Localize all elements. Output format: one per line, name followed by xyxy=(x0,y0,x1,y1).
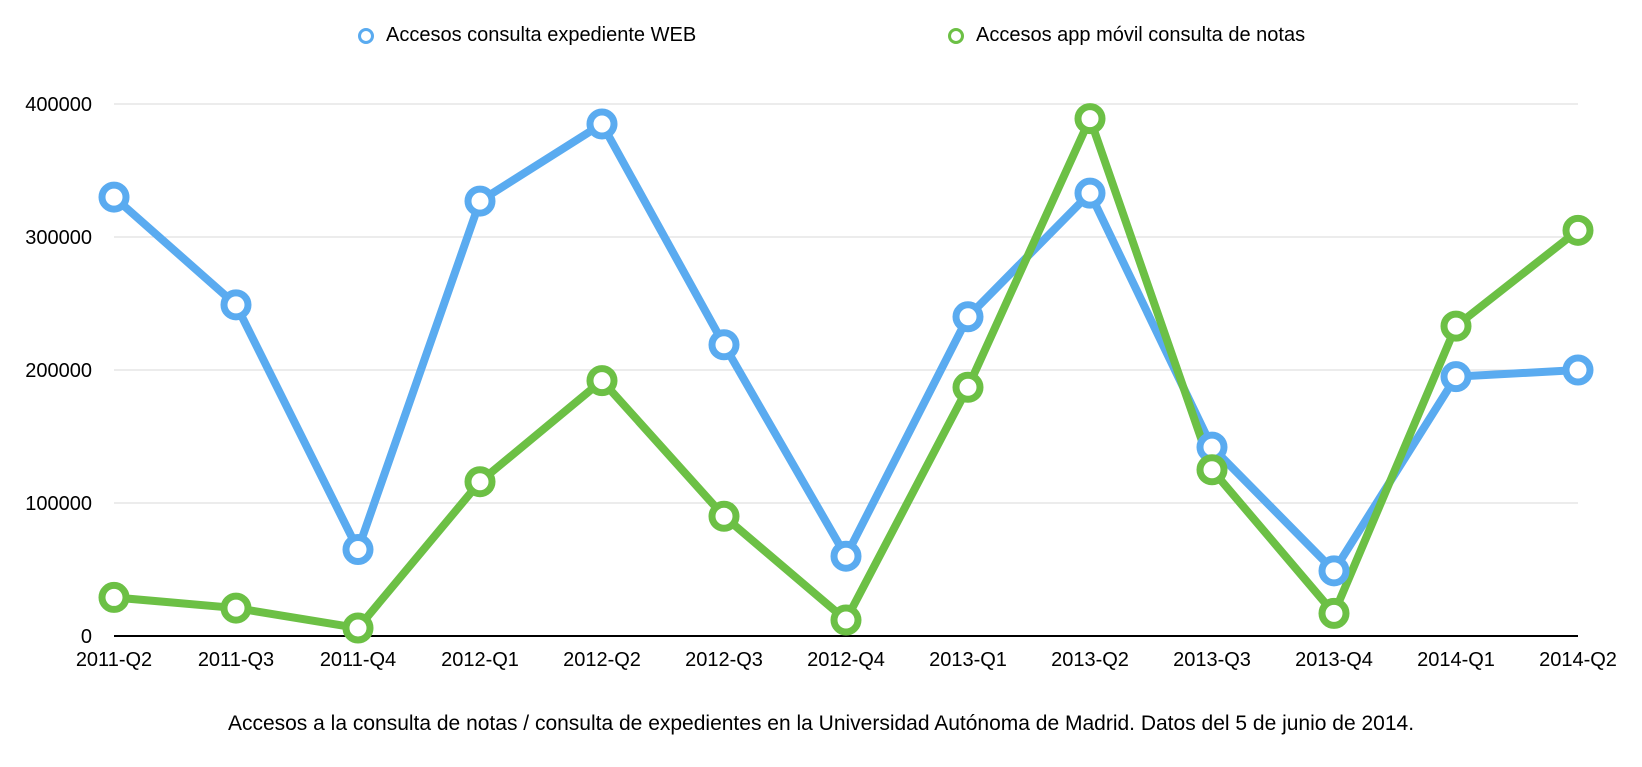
series-line-1 xyxy=(110,119,1582,575)
legend-item-app: Accesos app móvil consulta de notas xyxy=(948,24,1305,47)
data-point-series-1 xyxy=(708,329,740,361)
data-point-series-1 xyxy=(464,185,496,217)
x-tick-label: 2011-Q2 xyxy=(76,649,152,671)
x-tick-label: 2012-Q2 xyxy=(563,649,641,671)
data-point-series-2 xyxy=(952,371,984,403)
data-point-series-2 xyxy=(1562,214,1594,246)
data-point-series-2 xyxy=(220,592,252,624)
data-point-series-2 xyxy=(1196,454,1228,486)
legend-marker-app xyxy=(948,27,964,44)
x-tick-label: 2014-Q2 xyxy=(1539,649,1617,671)
data-point-series-1 xyxy=(342,534,374,566)
y-tick-label: 100000 xyxy=(25,493,92,515)
data-point-series-2 xyxy=(1440,310,1472,342)
y-tick-label: 400000 xyxy=(25,94,92,116)
data-point-series-1 xyxy=(1318,555,1350,587)
data-point-series-2 xyxy=(830,604,862,636)
legend-label-web: Accesos consulta expediente WEB xyxy=(386,24,697,46)
data-point-series-2 xyxy=(586,365,618,397)
x-tick-label: 2012-Q4 xyxy=(807,649,885,671)
x-tick-label: 2012-Q3 xyxy=(685,649,763,671)
line-chart: 0 100000 200000 300000 400000 2011-Q2 2011-Q3 2… xyxy=(25,94,1617,671)
data-point-series-2 xyxy=(342,612,374,644)
data-point-series-2 xyxy=(1074,103,1106,135)
data-point-series-1 xyxy=(952,301,984,333)
y-tick-label: 0 xyxy=(81,626,92,648)
x-tick-label: 2013-Q3 xyxy=(1173,649,1251,671)
y-tick-label: 200000 xyxy=(25,360,92,382)
x-tick-label: 2011-Q3 xyxy=(198,649,274,671)
legend-item-web: Accesos consulta expediente WEB xyxy=(358,24,696,47)
x-tick-label: 2013-Q1 xyxy=(929,649,1007,671)
data-point-series-2 xyxy=(98,581,130,613)
x-tick-label: 2012-Q1 xyxy=(441,649,519,671)
data-point-series-1 xyxy=(830,540,862,572)
data-point-series-1 xyxy=(1440,361,1472,393)
data-point-series-2 xyxy=(1318,597,1350,629)
x-tick-label: 2013-Q4 xyxy=(1295,649,1373,671)
legend-label-app: Accesos app móvil consulta de notas xyxy=(976,24,1306,46)
data-point-series-1 xyxy=(1562,354,1594,386)
x-tick-label: 2014-Q1 xyxy=(1417,649,1495,671)
data-point-series-1 xyxy=(98,181,130,213)
data-point-series-2 xyxy=(708,500,740,532)
x-tick-label: 2011-Q4 xyxy=(320,649,396,671)
x-tick-label: 2013-Q2 xyxy=(1051,649,1129,671)
legend-marker-web xyxy=(358,27,374,44)
chart-caption: Accesos a la consulta de notas / consult… xyxy=(227,712,1415,735)
y-tick-label: 300000 xyxy=(25,227,92,249)
data-point-series-1 xyxy=(1074,177,1106,209)
data-point-series-1 xyxy=(220,289,252,321)
data-point-series-2 xyxy=(464,466,496,498)
data-point-series-1 xyxy=(586,108,618,140)
